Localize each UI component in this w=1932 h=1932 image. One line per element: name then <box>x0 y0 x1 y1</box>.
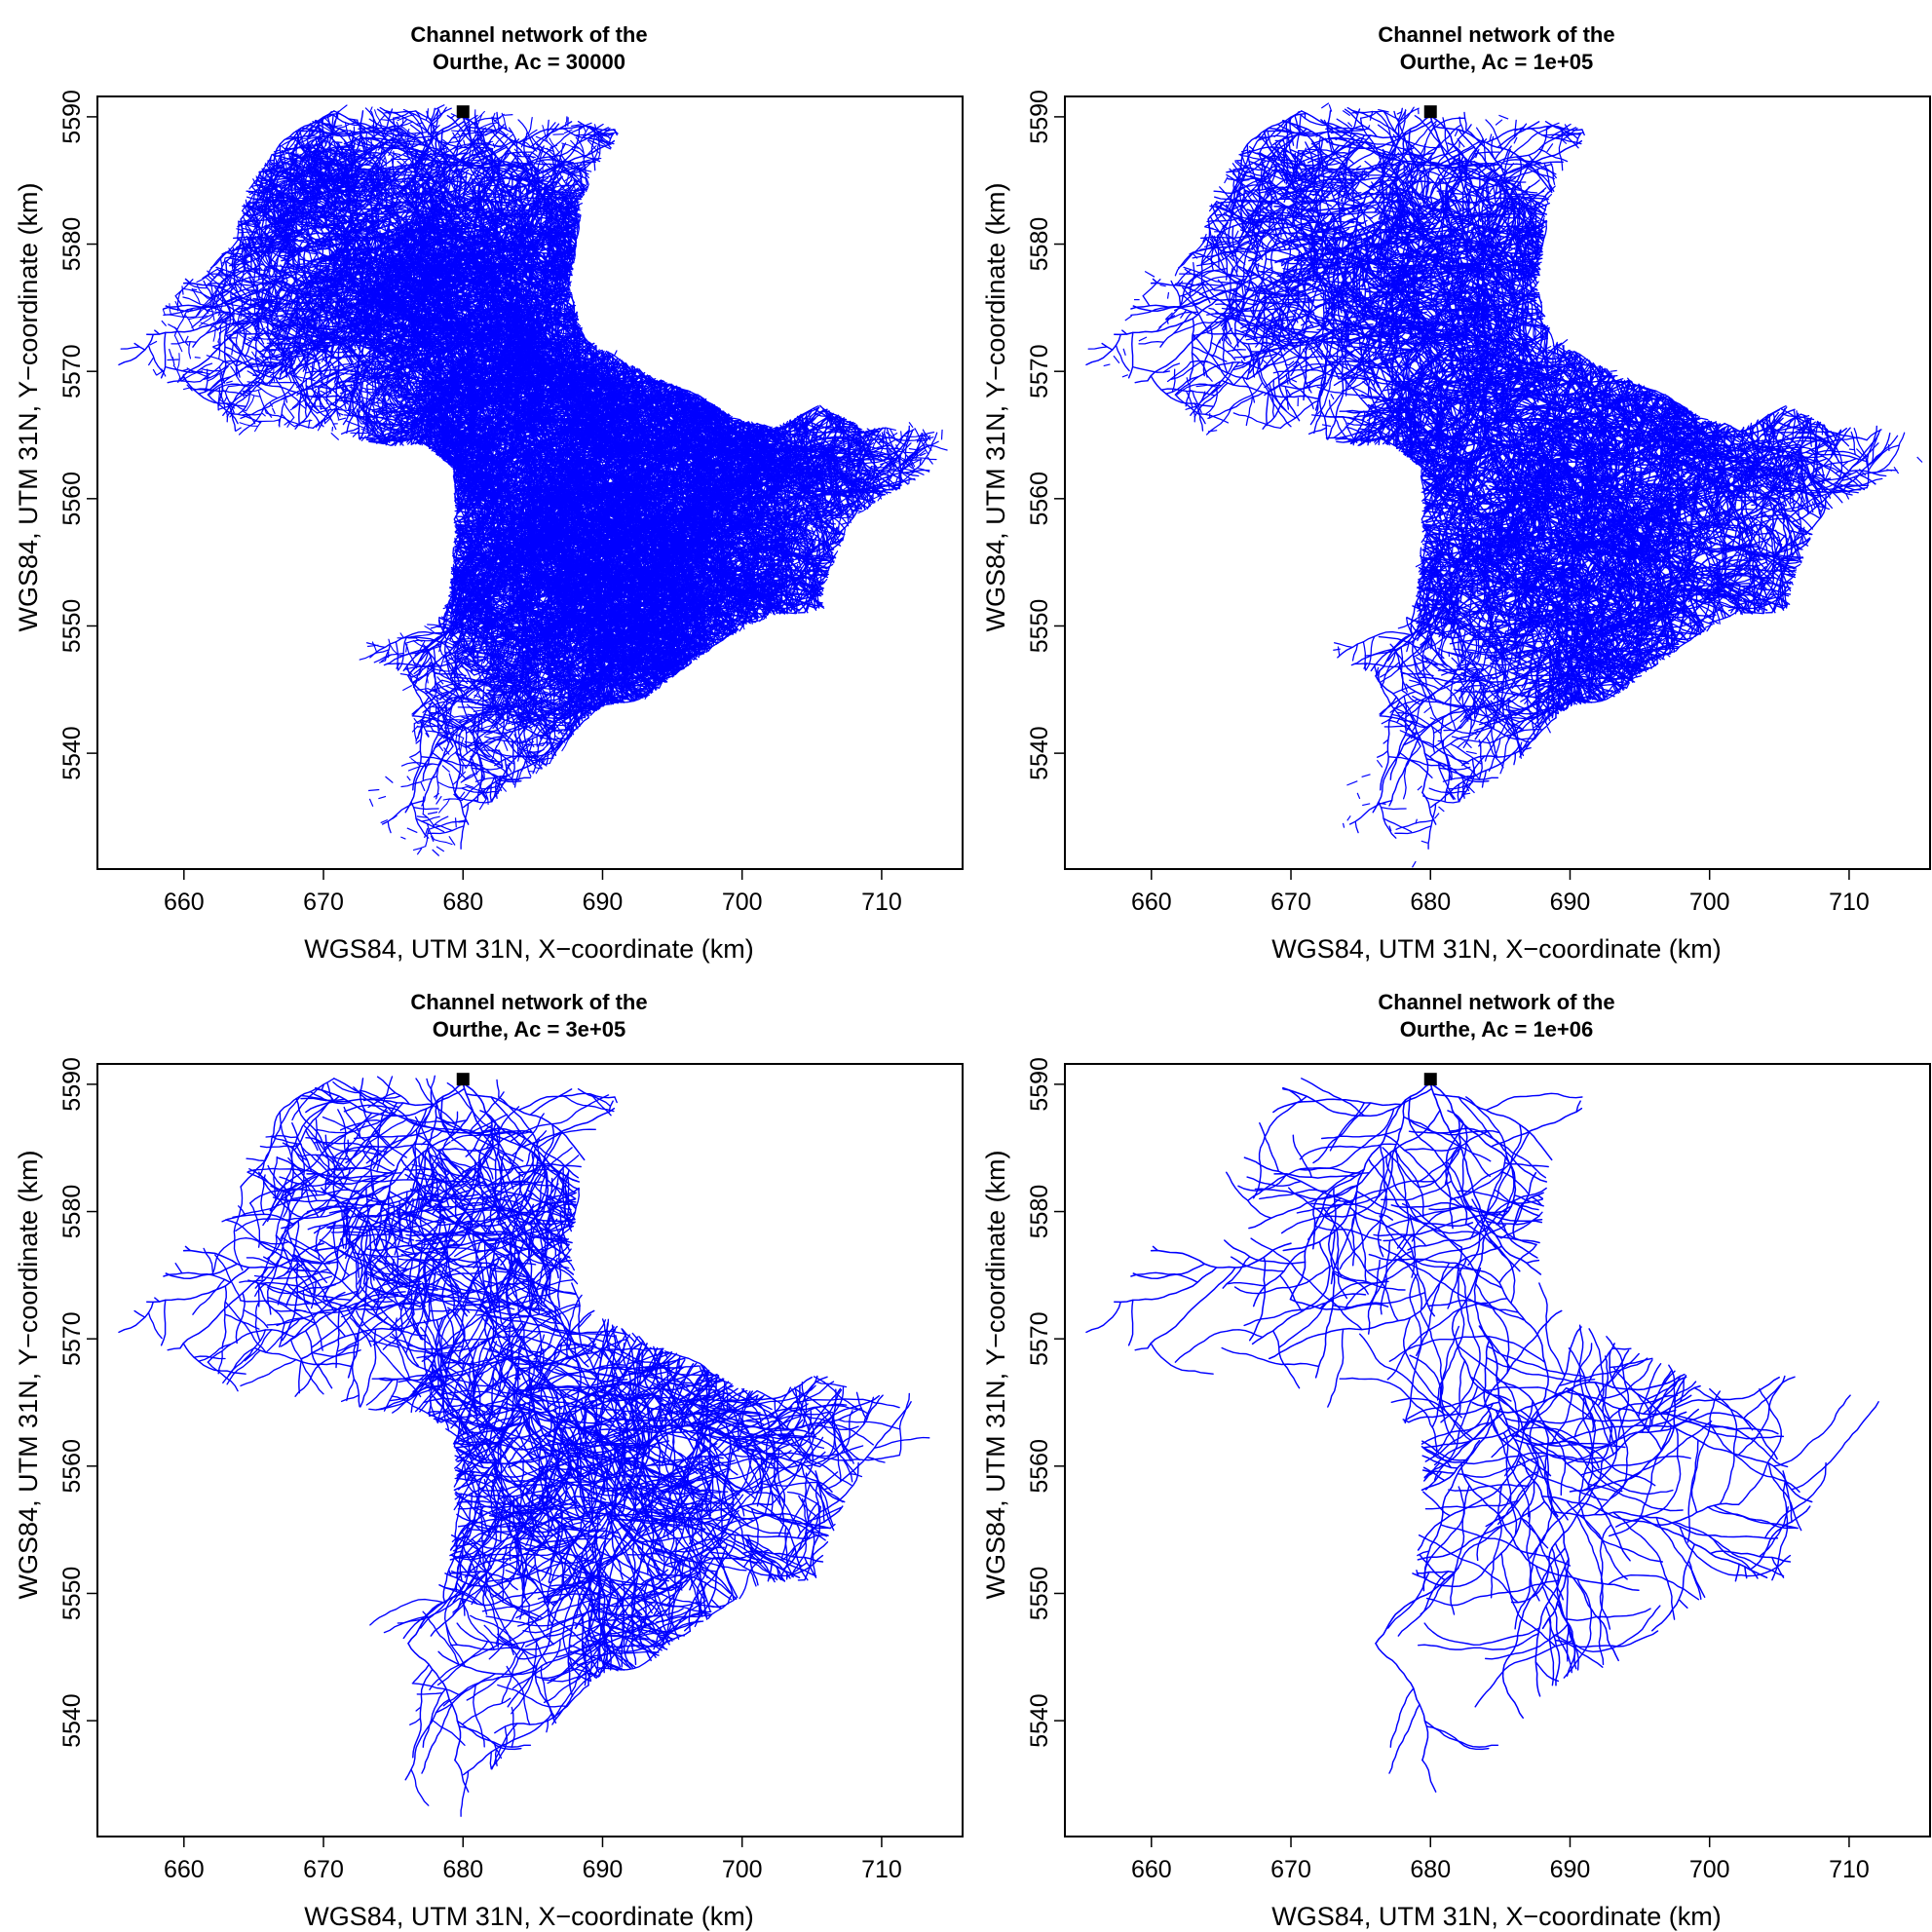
channel-segment <box>414 150 417 181</box>
channel-segment <box>437 108 441 115</box>
channel-segment <box>309 123 327 134</box>
channel-segment <box>233 218 244 304</box>
channel-segment <box>431 107 452 123</box>
channel-segment <box>576 162 586 192</box>
channel-segment <box>397 145 414 165</box>
channel-segment <box>251 189 262 207</box>
channel-segment <box>225 409 229 423</box>
channel-segment <box>374 109 383 127</box>
channel-segment <box>256 251 270 267</box>
channel-segment <box>517 125 616 144</box>
channel-segment <box>321 116 325 124</box>
channel-segment <box>333 112 338 131</box>
channel-segment <box>247 187 268 194</box>
channel-segment <box>284 401 295 419</box>
channel-segment <box>535 135 552 147</box>
channel-segment <box>537 161 596 181</box>
channel-segment <box>496 111 500 131</box>
channel-segment <box>414 110 433 121</box>
channel-segment <box>575 136 586 166</box>
channel-segment <box>596 130 601 161</box>
channel-network <box>118 104 948 856</box>
channel-segment <box>397 214 407 232</box>
channel-segment <box>546 147 560 162</box>
channel-segment <box>552 169 587 187</box>
channel-segment <box>376 157 386 174</box>
channel-segment <box>542 125 549 143</box>
channel-segment <box>246 381 299 384</box>
channel-segment <box>560 127 615 145</box>
channel-segment <box>237 220 240 240</box>
channel-segment <box>337 122 357 130</box>
channel-segment <box>336 104 348 114</box>
channel-segment <box>583 145 597 160</box>
channel-segment <box>198 314 214 327</box>
channel-segment <box>254 419 281 423</box>
channel-segment <box>582 161 588 186</box>
channel-segment <box>546 119 549 138</box>
channel-segment <box>586 178 589 185</box>
channel-segment <box>182 387 191 391</box>
channel-segment <box>210 237 241 269</box>
channel-segment <box>582 135 603 172</box>
channel-segment <box>568 161 584 174</box>
channel-segment <box>527 117 533 135</box>
channel-segment <box>162 308 166 316</box>
channel-segment <box>319 133 330 156</box>
channel-segment <box>273 149 282 153</box>
channel-segment <box>267 159 275 162</box>
channel-segment <box>382 108 394 137</box>
channel-segment <box>526 123 560 161</box>
channel-segment <box>398 132 423 140</box>
channel-segment <box>326 110 332 117</box>
channel-segment <box>474 109 476 133</box>
channel-segment <box>517 119 536 151</box>
channel-segment <box>578 125 586 130</box>
channel-segment <box>465 126 586 194</box>
channel-segment <box>191 287 201 305</box>
channel-segment <box>582 158 602 163</box>
channel-segment <box>558 210 577 221</box>
channel-segment <box>408 111 430 149</box>
channel-segment <box>478 122 498 130</box>
channel-segment <box>570 139 585 154</box>
channel-segment <box>430 106 447 127</box>
channel-segment <box>573 133 607 136</box>
channel-segment <box>586 183 589 191</box>
chart-title-line-1: Channel network of the <box>410 22 647 47</box>
channel-segment <box>547 122 556 133</box>
channel-segment <box>278 397 286 427</box>
channel-segment <box>169 303 172 316</box>
channel-segment <box>205 277 211 283</box>
channel-segment <box>501 112 508 131</box>
channel-segment <box>233 313 252 322</box>
channel-segment <box>562 171 570 190</box>
channel-segment <box>396 132 429 136</box>
map-panel: Channel network of the Ourthe, Ac = 30000… <box>14 22 964 964</box>
channel-segment <box>182 296 213 307</box>
channel-segment <box>583 126 587 133</box>
channel-segment <box>561 142 581 149</box>
channel-segment <box>530 161 587 192</box>
chart-title-line-2: Ourthe, Ac = 30000 <box>433 50 625 74</box>
channel-segment <box>176 353 180 371</box>
channel-segment <box>463 117 499 132</box>
channel-segment <box>209 297 215 322</box>
channel-segment <box>599 129 613 136</box>
channel-segment <box>180 380 202 383</box>
channel-segment <box>174 300 184 318</box>
channel-segment <box>549 137 560 154</box>
channel-segment <box>541 167 545 186</box>
channel-segment <box>298 390 303 427</box>
